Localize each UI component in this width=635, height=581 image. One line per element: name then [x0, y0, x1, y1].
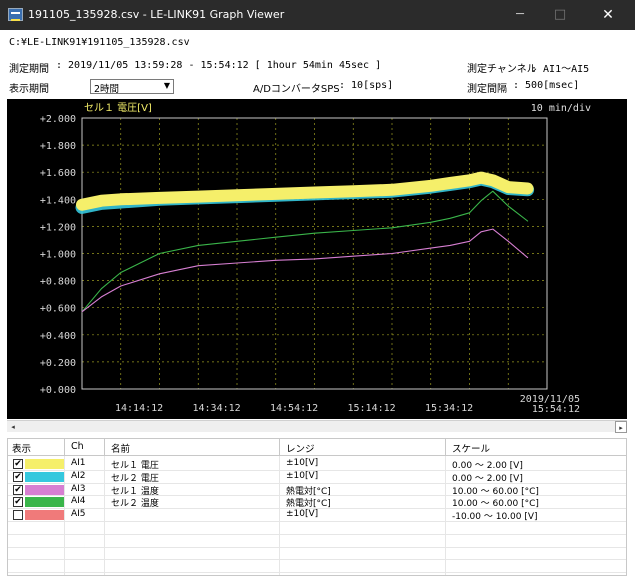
title-bar: 191105_135928.csv - LE-LINK91 Graph View…: [0, 0, 635, 30]
channel-scale[interactable]: -10.00 ～ 10.00 [V]: [452, 512, 538, 523]
scroll-left-icon[interactable]: ◂: [11, 423, 15, 431]
color-swatch[interactable]: [25, 497, 64, 508]
header-ch: Ch: [71, 441, 84, 452]
channel-id: AI4: [71, 496, 86, 507]
y-tick-label: +1.200: [40, 222, 76, 233]
sps-label: A/DコンバータSPS: [253, 84, 340, 95]
y-tick-label: +1.000: [40, 250, 76, 261]
interval-label: 測定間隔: [467, 84, 507, 95]
channel-value: : AI1～AI5: [531, 64, 590, 75]
voltage-chart: +2.000 +1.800 +1.600 +1.400 +1.200 +1.000 +0.8…: [40, 102, 591, 415]
table-row[interactable]: ✔ AI2 セル２ 電圧 ±10[V] 0.00 ～ 2.00 [V]: [8, 470, 626, 484]
x-tick-label: 15:14:12: [347, 403, 395, 414]
channel-range[interactable]: 熱電対[°C]: [286, 499, 331, 510]
y-tick-label: +0.800: [40, 277, 76, 288]
x-tick-label: 14:14:12: [115, 403, 163, 414]
visibility-checkbox[interactable]: [13, 510, 23, 521]
y-tick-label: +1.800: [40, 141, 76, 152]
table-row[interactable]: AI5 ±10[V] -10.00 ～ 10.00 [V]: [8, 509, 626, 523]
channel-name[interactable]: セル２ 温度: [111, 499, 159, 510]
header-scale: スケール: [452, 444, 491, 455]
channel-id: AI3: [71, 483, 86, 494]
display-period-select[interactable]: 2時間 ▼: [90, 79, 174, 95]
channel-label: 測定チャンネル: [467, 64, 537, 75]
y-tick-label: +0.000: [40, 385, 76, 396]
table-header: 表示 Ch 名前 レンジ スケール: [8, 439, 626, 456]
series-line-セル１-温度: [81, 228, 529, 313]
y-tick-label: +1.400: [40, 195, 76, 206]
x-tick-label: 15:34:12: [425, 403, 473, 414]
display-period-value: 2時間: [94, 84, 120, 95]
channel-scale[interactable]: 0.00 ～ 2.00 [V]: [452, 473, 523, 484]
chevron-down-icon: ▼: [163, 81, 170, 90]
table-row[interactable]: ✔ AI1 セル１ 電圧 ±10[V] 0.00 ～ 2.00 [V]: [8, 458, 626, 471]
table-row[interactable]: ✔ AI4 セル２ 温度 熱電対[°C] 10.00 ～ 60.00 [°C]: [8, 496, 626, 510]
channel-name[interactable]: セル１ 温度: [111, 486, 159, 497]
y-tick-label: +1.600: [40, 168, 76, 179]
series-line-セル１-電圧: [76, 171, 534, 211]
channel-scale[interactable]: 0.00 ～ 2.00 [V]: [452, 461, 523, 471]
header-name: 名前: [111, 444, 131, 455]
channel-name[interactable]: セル１ 電圧: [111, 461, 159, 471]
color-swatch[interactable]: [25, 471, 64, 482]
channel-id: AI5: [71, 509, 86, 520]
header-display: 表示: [12, 444, 32, 455]
series-line-セル２-温度: [81, 190, 529, 313]
visibility-checkbox[interactable]: ✔: [13, 497, 23, 508]
time-per-div: 10 min/div: [531, 103, 591, 114]
channel-id: AI2: [71, 470, 86, 481]
channel-id: AI1: [71, 458, 86, 468]
table-row[interactable]: ✔ AI3 セル１ 温度 熱電対[°C] 10.00 ～ 60.00 [°C]: [8, 483, 626, 497]
channel-table: 表示 Ch 名前 レンジ スケール ✔ AI1 セル１ 電圧 ±10[V] 0.00 ～…: [7, 438, 627, 576]
window-title: 191105_135928.csv - LE-LINK91 Graph View…: [28, 8, 285, 21]
x-tick-label: 14:34:12: [192, 403, 240, 414]
channel-range[interactable]: 熱電対[°C]: [286, 486, 331, 497]
y-tick-label: +0.600: [40, 304, 76, 315]
visibility-checkbox[interactable]: ✔: [13, 471, 23, 482]
interval-value: : 500[msec]: [513, 80, 580, 91]
channel-range[interactable]: ±10[V]: [286, 470, 319, 481]
x-tick-label: 14:54:12: [270, 403, 318, 414]
channel-range[interactable]: ±10[V]: [286, 458, 319, 468]
scroll-right-icon[interactable]: ▸: [615, 421, 627, 433]
end-time-label: 15:54:12: [532, 404, 580, 415]
channel-scale[interactable]: 10.00 ～ 60.00 [°C]: [452, 486, 539, 497]
app-icon: [8, 8, 23, 21]
close-button[interactable]: ✕: [602, 7, 614, 23]
measure-period-label: 測定期間: [9, 64, 49, 75]
channel-name[interactable]: セル２ 電圧: [111, 473, 159, 484]
header-range: レンジ: [286, 444, 315, 455]
visibility-checkbox[interactable]: ✔: [13, 484, 23, 495]
graph-area[interactable]: +2.000 +1.800 +1.600 +1.400 +1.200 +1.000 +0.8…: [7, 99, 627, 419]
y-tick-label: +0.400: [40, 331, 76, 342]
display-period-label: 表示期間: [9, 84, 49, 95]
measure-period-value: : 2019/11/05 13:59:28 - 15:54:12 [ 1hour…: [56, 60, 382, 71]
horizontal-scrollbar[interactable]: ◂ ▸: [7, 420, 627, 433]
sps-value: : 10[sps]: [339, 80, 394, 91]
channel-range[interactable]: ±10[V]: [286, 509, 319, 520]
plot-frame: [81, 117, 548, 390]
y-tick-label: +0.200: [40, 358, 76, 369]
color-swatch[interactable]: [25, 510, 64, 521]
maximize-button[interactable]: □: [553, 7, 567, 22]
y-tick-label: +2.000: [40, 114, 76, 125]
color-swatch[interactable]: [25, 459, 64, 469]
color-swatch[interactable]: [25, 484, 64, 495]
channel-scale[interactable]: 10.00 ～ 60.00 [°C]: [452, 499, 539, 510]
chart-title: セル１ 電圧[V]: [84, 102, 152, 114]
minimize-button[interactable]: ─: [516, 7, 524, 22]
file-path: C:¥LE-LINK91¥191105_135928.csv: [9, 37, 190, 48]
visibility-checkbox[interactable]: ✔: [13, 459, 23, 469]
end-date-label: 2019/11/05: [520, 394, 580, 405]
